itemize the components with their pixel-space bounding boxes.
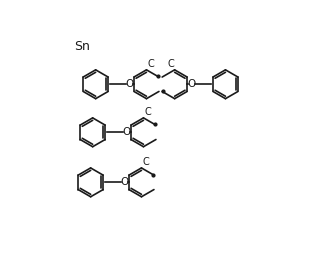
Text: C: C — [144, 107, 151, 117]
Text: C: C — [147, 59, 154, 69]
Text: O: O — [125, 79, 134, 89]
Text: O: O — [123, 127, 131, 137]
Text: C: C — [142, 157, 149, 167]
Text: Sn: Sn — [74, 40, 90, 53]
Text: O: O — [120, 177, 129, 187]
Text: O: O — [188, 79, 196, 89]
Text: C: C — [167, 59, 174, 69]
